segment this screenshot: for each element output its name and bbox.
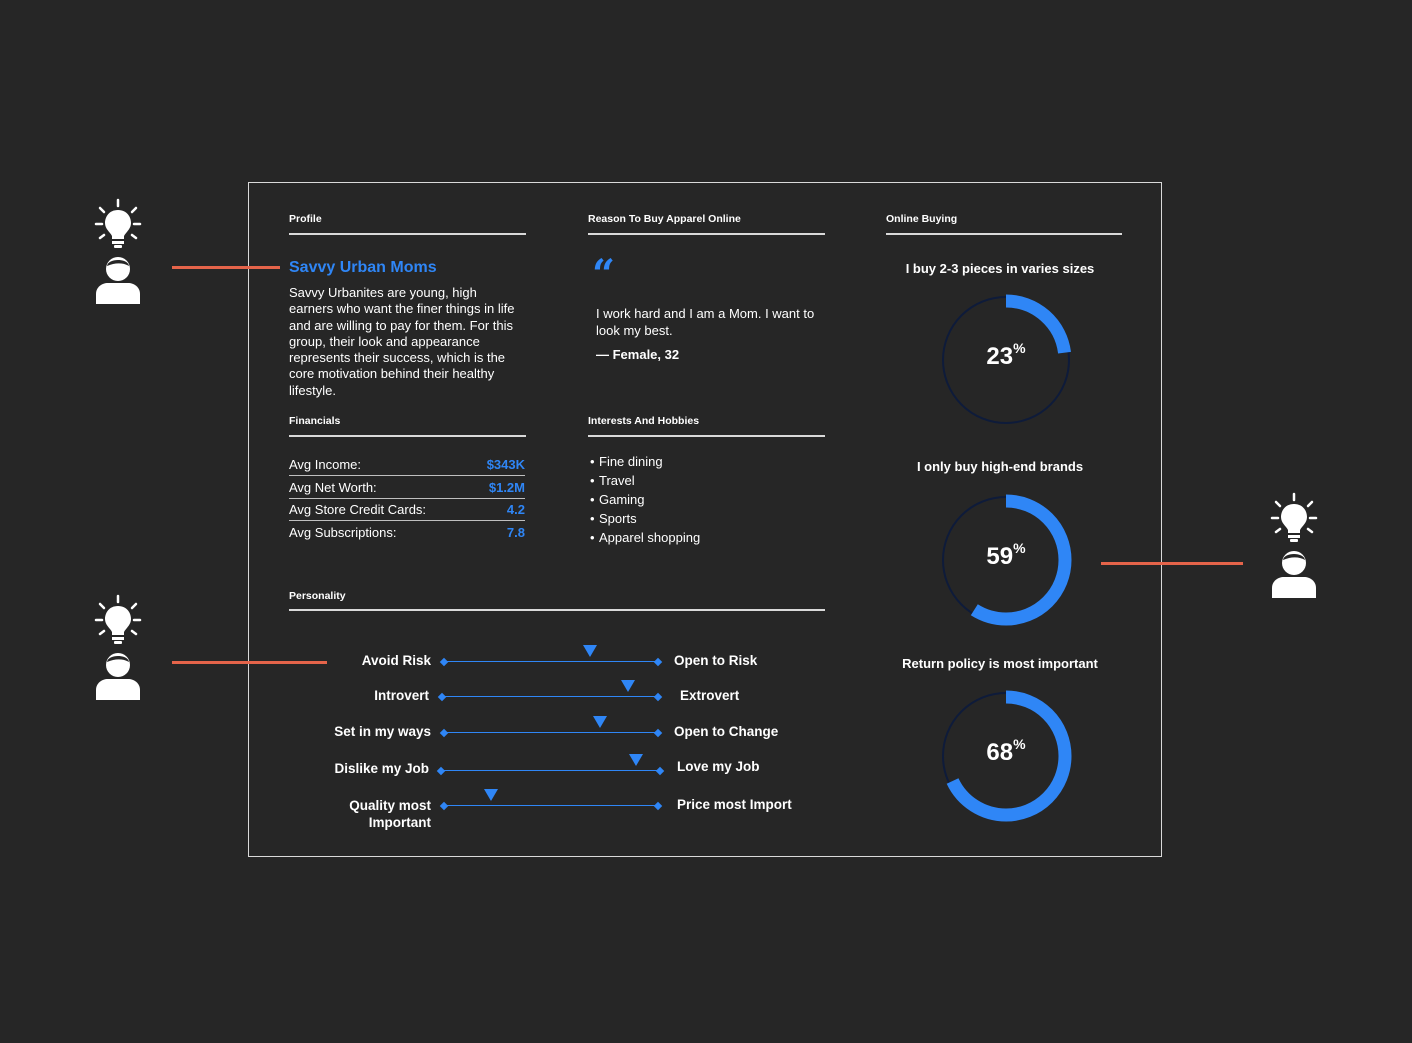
profile-divider — [289, 233, 526, 235]
connector-line — [172, 661, 327, 664]
quote-author: — Female, 32 — [596, 347, 680, 362]
donut-svg — [940, 494, 1072, 626]
financial-row-income: Avg Income: $343K — [289, 454, 525, 476]
list-item: • Gaming — [590, 492, 645, 507]
donut-chart: 59% — [936, 490, 1076, 630]
donut-svg — [940, 690, 1072, 822]
reason-divider — [588, 233, 825, 235]
connector-line — [172, 266, 280, 269]
scale-line — [444, 805, 658, 807]
scale-position-marker — [628, 754, 643, 766]
scale-line — [441, 770, 660, 772]
stat-label: Return policy is most important — [902, 656, 1098, 671]
scale-right-label: Open to Risk — [674, 653, 758, 668]
connector-line — [1101, 562, 1243, 565]
scale-right-label: Price most Import — [677, 797, 792, 812]
donut-value-arc — [940, 690, 1072, 822]
personality-section-title: Personality — [289, 590, 346, 602]
donut-chart: 23% — [936, 290, 1076, 430]
scale-position-marker — [582, 645, 597, 657]
scale-left-label: Dislike my Job — [334, 761, 429, 776]
list-item: • Sports — [590, 511, 637, 526]
scale-left-label: Introvert — [374, 688, 429, 703]
persona-card — [248, 182, 1162, 857]
list-item: • Apparel shopping — [590, 530, 701, 545]
scale-left-label: Quality most Important — [349, 798, 431, 830]
stat-label: I buy 2-3 pieces in varies sizes — [905, 261, 1095, 276]
scale-left-label: Avoid Risk — [361, 653, 431, 668]
profile-section-title: Profile — [289, 213, 322, 225]
donut-chart: 68% — [936, 686, 1076, 826]
customer-quote: I work hard and I am a Mom. I want to lo… — [596, 306, 815, 338]
donut-svg — [940, 294, 1072, 426]
stat-label: I only buy high-end brands — [916, 459, 1084, 474]
stat-value: 23% — [986, 340, 1026, 370]
persona-idea-icon — [1268, 492, 1320, 602]
interests-divider — [588, 435, 825, 437]
quote-mark-icon: “ — [592, 251, 616, 298]
persona-description: Savvy Urbanites are young, high earners … — [289, 285, 515, 398]
financial-row-subscriptions: Avg Subscriptions: 7.8 — [289, 525, 525, 540]
persona-name: Savvy Urban Moms — [289, 259, 437, 276]
donut-value-arc — [940, 494, 1072, 626]
stat-value: 59% — [986, 540, 1026, 570]
personality-divider — [289, 609, 825, 611]
online-buying-section-title: Online Buying — [886, 213, 958, 225]
scale-right-label: Open to Change — [674, 724, 779, 739]
online-buying-divider — [886, 233, 1122, 235]
scale-right-label: Extrovert — [680, 688, 740, 703]
scale-line — [442, 696, 658, 698]
list-item: • Fine dining — [590, 454, 663, 469]
financials-divider — [289, 435, 526, 437]
scale-line — [444, 732, 658, 734]
stat-value: 68% — [986, 736, 1026, 766]
scale-position-marker — [484, 789, 499, 801]
financial-row-credit-cards: Avg Store Credit Cards: 4.2 — [289, 499, 525, 521]
financials-section-title: Financials — [289, 415, 341, 427]
persona-idea-icon — [92, 594, 144, 704]
scale-position-marker — [620, 680, 635, 692]
reason-section-title: Reason To Buy Apparel Online — [588, 213, 741, 225]
scale-right-label: Love my Job — [677, 759, 760, 774]
list-item: • Travel — [590, 473, 635, 488]
scale-line — [444, 661, 658, 663]
scale-position-marker — [593, 716, 608, 728]
financial-row-net-worth: Avg Net Worth: $1.2M — [289, 477, 525, 499]
interests-section-title: Interests And Hobbies — [588, 415, 700, 427]
donut-value-arc — [940, 294, 1072, 426]
scale-left-label: Set in my ways — [334, 724, 431, 739]
persona-idea-icon — [92, 198, 144, 308]
